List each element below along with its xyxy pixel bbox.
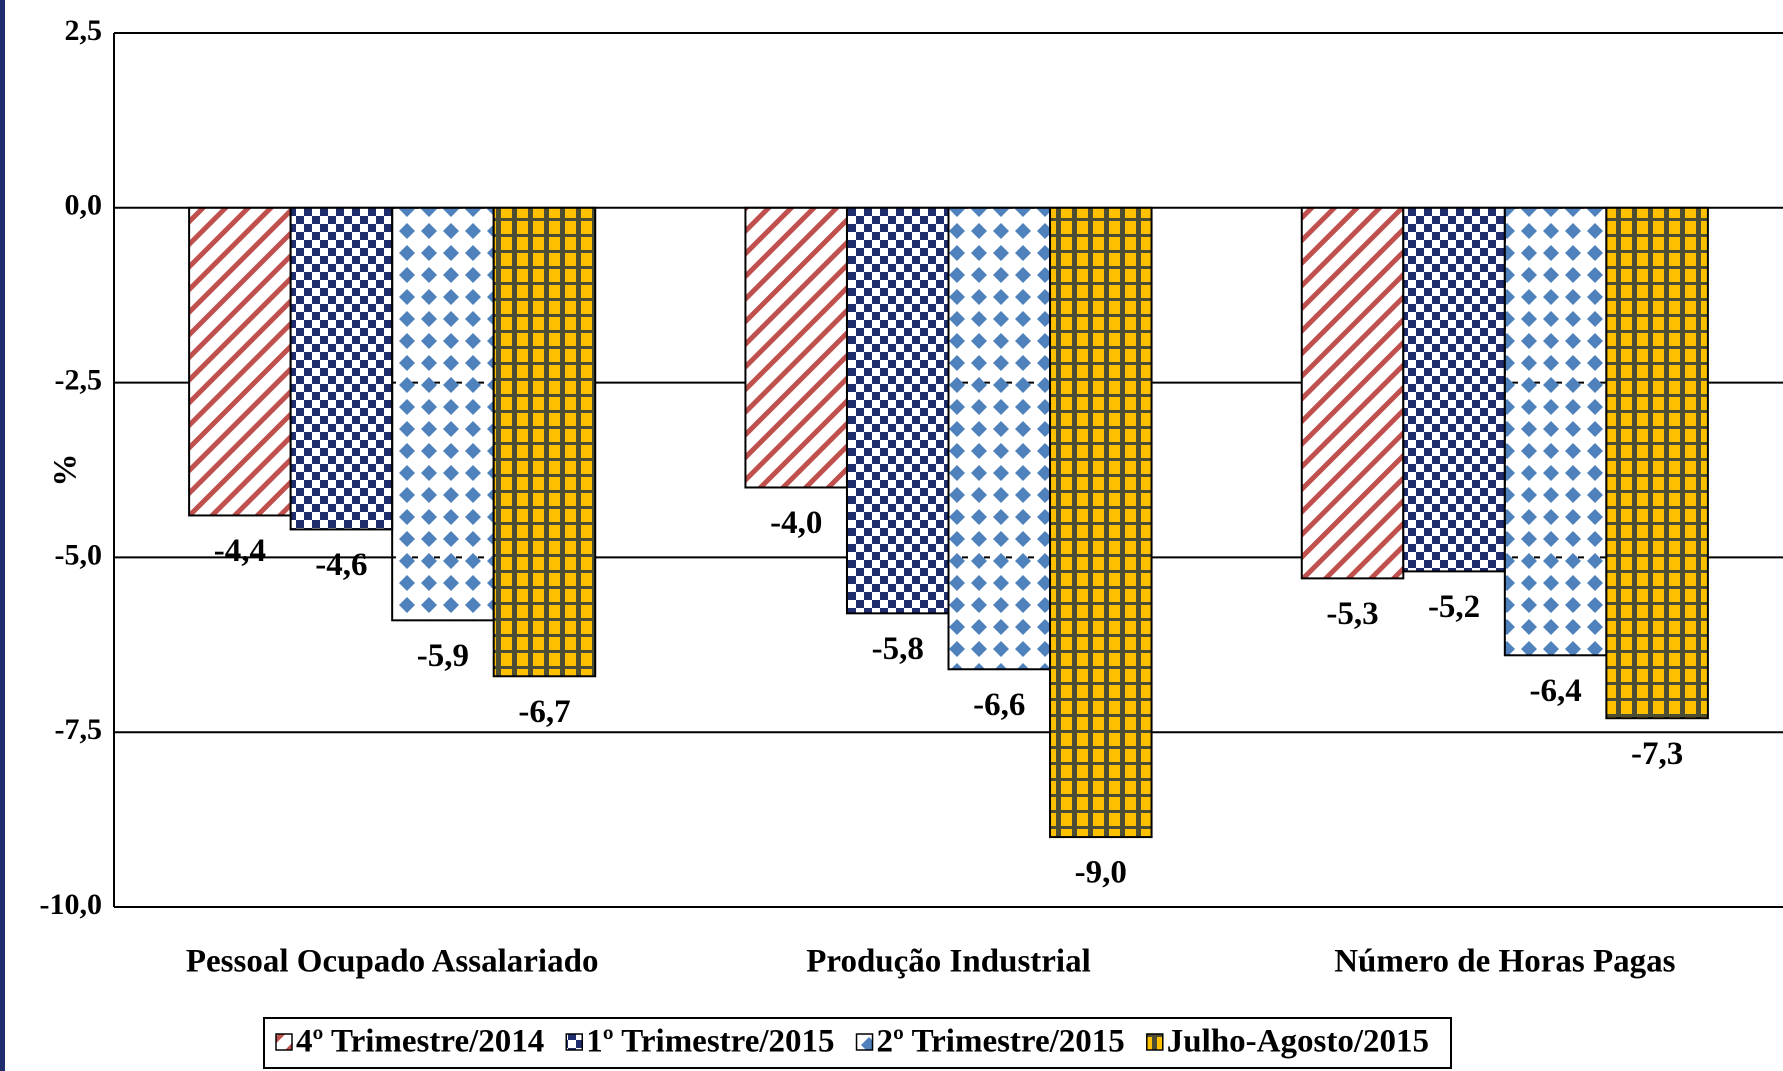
data-label: -5,9: [417, 638, 469, 674]
y-tick-label: -5,0: [55, 538, 103, 571]
y-axis-label: %: [48, 454, 84, 487]
legend: 4º Trimestre/2014 1º Trimestre/2015 2º Tri…: [263, 1017, 1452, 1069]
data-label: -7,3: [1631, 736, 1683, 772]
y-tick-label: 0,0: [65, 189, 103, 222]
legend-swatch: [1146, 1033, 1164, 1051]
x-tick-label: Pessoal Ocupado Assalariado: [186, 944, 599, 980]
y-tick-label: 2,5: [65, 14, 103, 47]
data-label: -5,2: [1428, 589, 1480, 625]
bar: [744, 206, 848, 489]
bar: [1605, 206, 1709, 720]
y-tick-label: -2,5: [55, 363, 103, 396]
data-label: -4,6: [315, 547, 367, 583]
legend-swatch: [275, 1033, 293, 1051]
data-label: -6,6: [973, 687, 1025, 723]
data-label: -5,3: [1326, 596, 1378, 632]
legend-swatch: [855, 1033, 874, 1051]
x-tick-label: Produção Industrial: [806, 944, 1091, 980]
legend-swatch: [565, 1033, 584, 1051]
data-label: -4,4: [214, 533, 266, 569]
legend-label: 1º Trimestre/2015: [586, 1024, 834, 1060]
bar: [492, 206, 597, 678]
bar: [1503, 206, 1608, 657]
x-tick-label: Número de Horas Pagas: [1334, 944, 1675, 980]
data-label: -6,7: [518, 694, 570, 730]
bar: [947, 206, 1052, 671]
y-tick-label: -10,0: [40, 888, 103, 921]
frame-edge: [0, 0, 5, 1071]
y-tick-label: -7,5: [55, 713, 103, 746]
bar: [1300, 206, 1405, 580]
data-label: -6,4: [1529, 673, 1581, 709]
legend-label: 4º Trimestre/2014: [296, 1024, 544, 1060]
bar: [845, 206, 950, 615]
data-label: -4,0: [770, 505, 822, 541]
legend-label: Julho-Agosto/2015: [1167, 1024, 1429, 1060]
bar: [188, 206, 292, 517]
bar: [1049, 206, 1153, 839]
bar: [391, 206, 495, 622]
legend-label: 2º Trimestre/2015: [877, 1024, 1125, 1060]
data-label: -9,0: [1075, 855, 1127, 891]
bar: [1402, 206, 1506, 573]
bar: [289, 206, 394, 531]
data-label: -5,8: [872, 631, 924, 667]
